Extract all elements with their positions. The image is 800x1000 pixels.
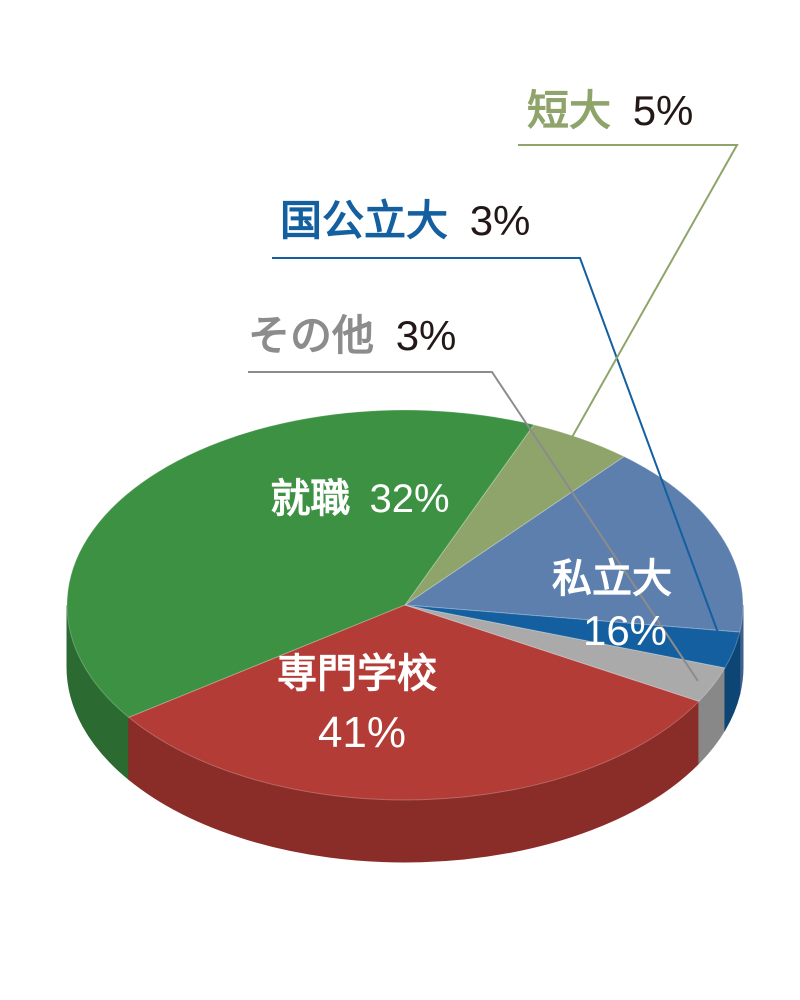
callout-value-tandai: 5% xyxy=(633,87,694,134)
slice-name-shuushoku: 就職 xyxy=(270,477,350,521)
pie-slice-0 xyxy=(403,455,744,633)
callout-sonota: その他 3% xyxy=(248,312,456,359)
pie-top-layer xyxy=(66,409,744,801)
pie-slice-3 xyxy=(127,604,700,801)
leader-kokkouritsu xyxy=(272,257,725,650)
pie-slice-2 xyxy=(66,409,535,718)
callout-value-sonota: 3% xyxy=(396,312,457,359)
leader-lines xyxy=(248,144,739,682)
callout-kokkouritsu: 国公立大 3% xyxy=(280,197,530,244)
slice-name-shiritsu: 私立大 xyxy=(552,557,672,601)
leader-sonota xyxy=(248,371,699,682)
slice-value-shiritsu: 16% xyxy=(583,607,667,654)
callout-name-tandai: 短大 xyxy=(527,87,611,134)
pie-side-layer xyxy=(66,604,744,863)
callout-name-sonota: その他 xyxy=(248,312,374,359)
callout-value-kokkouritsu: 3% xyxy=(470,197,531,244)
pie-slice-5 xyxy=(404,604,741,669)
callout-name-kokkouritsu: 国公立大 xyxy=(280,197,448,244)
label-shuushoku: 就職 32% xyxy=(270,477,449,521)
slice-value-senmon: 41% xyxy=(318,708,406,757)
slice-name-senmon: 専門学校 xyxy=(277,652,437,696)
callout-tandai: 短大 5% xyxy=(527,87,693,134)
leader-tandai xyxy=(518,144,739,460)
slice-value-shuushoku: 32% xyxy=(370,477,450,521)
pie-slice-4 xyxy=(404,604,726,702)
pie-slice-1 xyxy=(404,424,626,606)
